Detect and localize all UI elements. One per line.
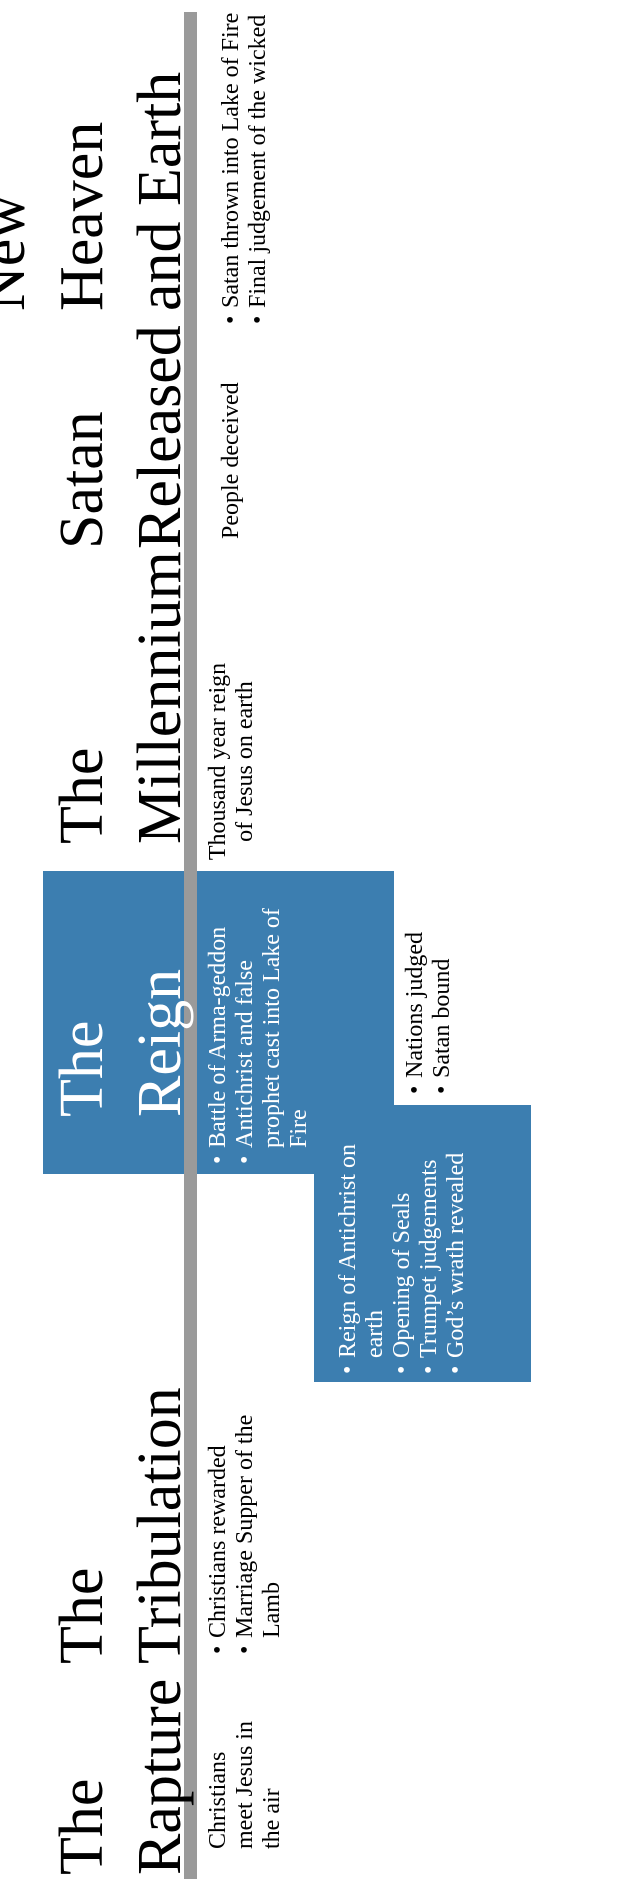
- tribulation-events-list: Reign of Antichrist on earth Opening of …: [335, 1109, 470, 1374]
- list-item: Antichrist and false prophet cast into L…: [232, 894, 313, 1164]
- list-item: Marriage Supper of the Lamb: [232, 1394, 286, 1654]
- list-item: Nations judged: [402, 874, 429, 1094]
- title-new-heaven-and-earth: New Heaven and Earth: [0, 71, 194, 311]
- title-the-millennium: The Millennium: [48, 551, 194, 844]
- list-item: God’s wrath revealed: [443, 1109, 470, 1374]
- list-item: Battle of Arma-geddon: [205, 894, 232, 1164]
- title-the-reign: The Reign: [48, 968, 194, 1117]
- title-the-tribulation: The Tribulation: [48, 1387, 194, 1664]
- tribulation-bullets: Christians rewarded Marriage Supper of t…: [205, 1394, 286, 1654]
- list-item: Reign of Antichrist on earth: [335, 1109, 389, 1374]
- reign-outcomes-list: Nations judged Satan bound: [402, 874, 456, 1094]
- list-item: Christians rewarded: [205, 1394, 232, 1654]
- new-heaven-bullets: Satan thrown into Lake of Fire Final jud…: [218, 0, 272, 324]
- list-item: Final judgement of the wicked: [245, 0, 272, 324]
- millennium-description: Thousand year reign of Jesus on earth: [205, 662, 258, 861]
- list-item: Trumpet judgements: [416, 1109, 443, 1374]
- reign-bullets: Battle of Arma-geddon Antichrist and fal…: [205, 894, 313, 1164]
- title-satan-released: Satan Released: [48, 325, 194, 549]
- list-item: Opening of Seals: [389, 1109, 416, 1374]
- list-item: Satan bound: [429, 874, 456, 1094]
- title-the-rapture: The Rapture: [48, 1678, 194, 1875]
- rapture-description: Christians meet Jesus in the air: [205, 1721, 285, 1849]
- list-item: Satan thrown into Lake of Fire: [218, 0, 245, 324]
